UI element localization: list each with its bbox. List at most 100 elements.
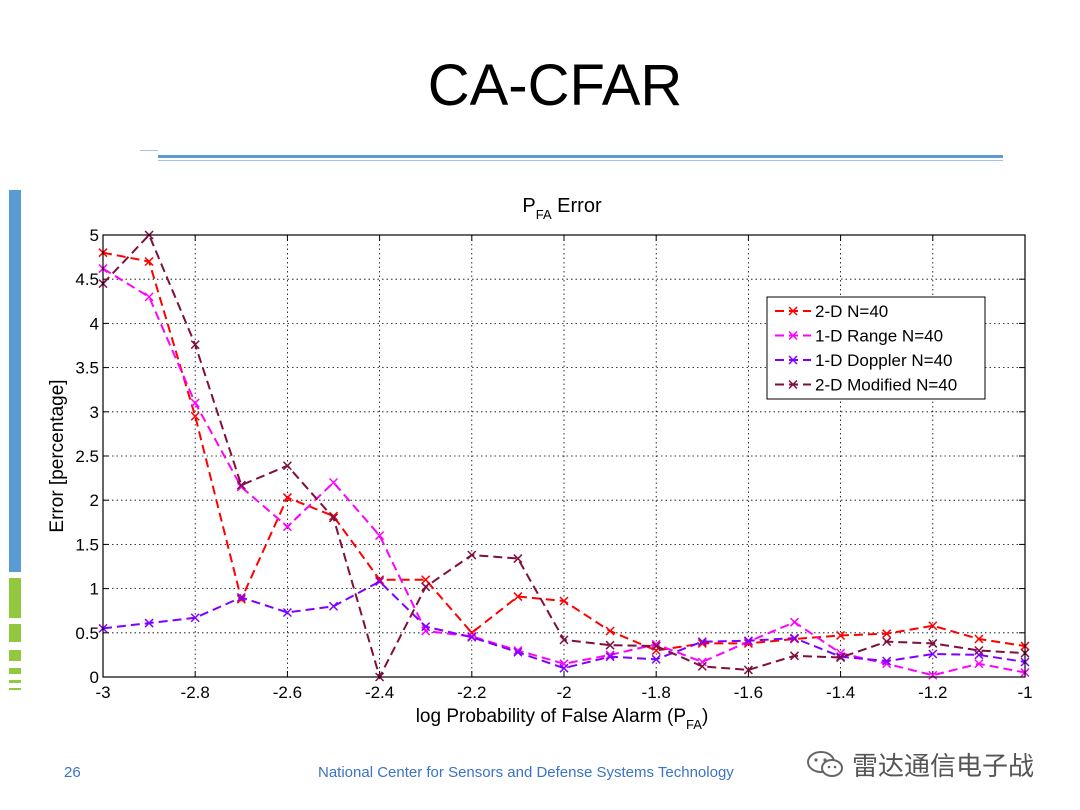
data-point bbox=[974, 645, 984, 656]
data-point bbox=[513, 592, 523, 602]
accent-bar-green-6 bbox=[9, 688, 21, 690]
y-tick-label: 2.5 bbox=[75, 447, 99, 466]
accent-bar-green-1 bbox=[9, 578, 21, 618]
legend-entry-3: 1-D Doppler N=40 bbox=[775, 351, 953, 370]
data-point bbox=[467, 550, 477, 560]
watermark-text: 雷达通信电子战 bbox=[852, 751, 1035, 782]
data-point bbox=[421, 575, 431, 585]
series-lines bbox=[98, 230, 1030, 682]
data-point bbox=[836, 653, 846, 663]
data-point bbox=[789, 633, 800, 643]
y-tick-label: 1.5 bbox=[75, 535, 99, 554]
data-point bbox=[697, 637, 707, 647]
accent-bar-green-5 bbox=[9, 680, 21, 683]
y-tick-label: 0.5 bbox=[75, 624, 99, 643]
data-point bbox=[928, 638, 938, 648]
slide-title: CA-CFAR bbox=[427, 53, 683, 118]
series-3 bbox=[98, 576, 1030, 673]
title-rule-thick bbox=[158, 155, 1003, 158]
data-point bbox=[836, 630, 846, 640]
data-point bbox=[974, 659, 984, 669]
wechat-icon bbox=[807, 751, 843, 777]
data-point bbox=[789, 617, 800, 627]
y-tick-label: 2 bbox=[90, 491, 99, 510]
data-point bbox=[375, 576, 385, 587]
data-point bbox=[789, 651, 800, 661]
title-rule-thin bbox=[158, 160, 1003, 161]
data-point bbox=[236, 480, 246, 490]
data-point bbox=[190, 613, 200, 623]
x-tick-label: -1.2 bbox=[918, 683, 947, 702]
data-point bbox=[605, 626, 615, 636]
data-point bbox=[144, 292, 154, 302]
plot-frame bbox=[102, 234, 1026, 678]
x-tick-label: -1.8 bbox=[642, 683, 671, 702]
data-point bbox=[651, 654, 661, 664]
chart-title: PFA Error bbox=[522, 195, 602, 222]
data-point bbox=[882, 656, 892, 666]
data-point bbox=[144, 256, 154, 267]
accent-bar-green-2 bbox=[9, 624, 21, 642]
data-point bbox=[605, 640, 615, 650]
legend-entry-4: 2-D Modified N=40 bbox=[775, 376, 957, 395]
data-point bbox=[144, 618, 154, 628]
x-tick-label: -1.4 bbox=[826, 683, 855, 702]
x-tick-label: -2.6 bbox=[273, 683, 302, 702]
legend-marker bbox=[788, 330, 798, 341]
legend: 2-D N=40 1-D Range N=40 1-D Doppler N=40 2-… bbox=[766, 296, 986, 400]
data-point bbox=[928, 649, 938, 659]
data-point bbox=[605, 652, 615, 662]
data-point bbox=[190, 340, 200, 350]
data-point bbox=[513, 647, 523, 657]
footer-text: National Center for Sensors and Defense … bbox=[318, 764, 734, 781]
y-tick-label: 4.5 bbox=[75, 270, 99, 289]
data-point bbox=[375, 531, 385, 541]
data-point bbox=[651, 641, 661, 651]
data-point bbox=[190, 398, 200, 408]
data-point bbox=[467, 632, 477, 642]
data-point bbox=[282, 493, 292, 503]
data-point bbox=[236, 594, 246, 604]
legend-entry-1: 2-D N=40 bbox=[775, 302, 888, 321]
data-point bbox=[559, 635, 569, 645]
y-tick-label: 3 bbox=[90, 403, 99, 422]
data-point bbox=[282, 522, 292, 532]
data-point bbox=[282, 461, 292, 471]
y-tick-label: 3.5 bbox=[75, 359, 99, 378]
x-tick-label: -2.8 bbox=[181, 683, 210, 702]
axis-ticks: -3 -2.8 -2.6 -2.4 -2.2 -2 -1.8 -1.6 -1.4 -1.2 -1 0 0… bbox=[75, 226, 1032, 702]
slide-number: 26 bbox=[64, 764, 81, 781]
pfa-error-chart: -3 -2.8 -2.6 -2.4 -2.2 -2 -1.8 -1.6 -1.4 -1.2 -1 0 0… bbox=[47, 195, 1033, 732]
legend-marker bbox=[788, 306, 798, 316]
legend-box bbox=[766, 296, 986, 400]
data-point bbox=[190, 411, 200, 421]
legend-label: 1-D Doppler N=40 bbox=[815, 351, 953, 370]
data-point bbox=[513, 554, 523, 564]
accent-bar-green-3 bbox=[9, 650, 21, 661]
data-point bbox=[328, 601, 339, 611]
data-point bbox=[559, 663, 569, 673]
data-point bbox=[743, 665, 753, 675]
series-line bbox=[102, 580, 1026, 670]
y-tick-label: 5 bbox=[90, 226, 99, 245]
accent-bar-blue bbox=[9, 190, 21, 572]
x-axis-label: log Probability of False Alarm (PFA) bbox=[416, 706, 709, 732]
data-point bbox=[743, 636, 753, 646]
x-tick-label: -2 bbox=[556, 683, 571, 702]
x-tick-label: -1 bbox=[1017, 683, 1032, 702]
data-point bbox=[928, 670, 938, 680]
watermark: 雷达通信电子战 bbox=[806, 746, 1051, 782]
series-4 bbox=[98, 230, 1030, 682]
y-tick-label: 1 bbox=[90, 580, 99, 599]
x-tick-label: -2.2 bbox=[457, 683, 486, 702]
legend-label: 2-D N=40 bbox=[815, 302, 888, 321]
data-point bbox=[328, 513, 339, 523]
y-axis-label: Error [percentage] bbox=[47, 379, 68, 532]
title-rule-nub bbox=[140, 150, 158, 151]
data-point bbox=[282, 607, 292, 617]
data-point bbox=[882, 637, 892, 647]
data-point bbox=[882, 629, 892, 639]
data-point bbox=[559, 596, 569, 606]
data-point bbox=[328, 477, 339, 488]
legend-marker bbox=[788, 379, 798, 390]
